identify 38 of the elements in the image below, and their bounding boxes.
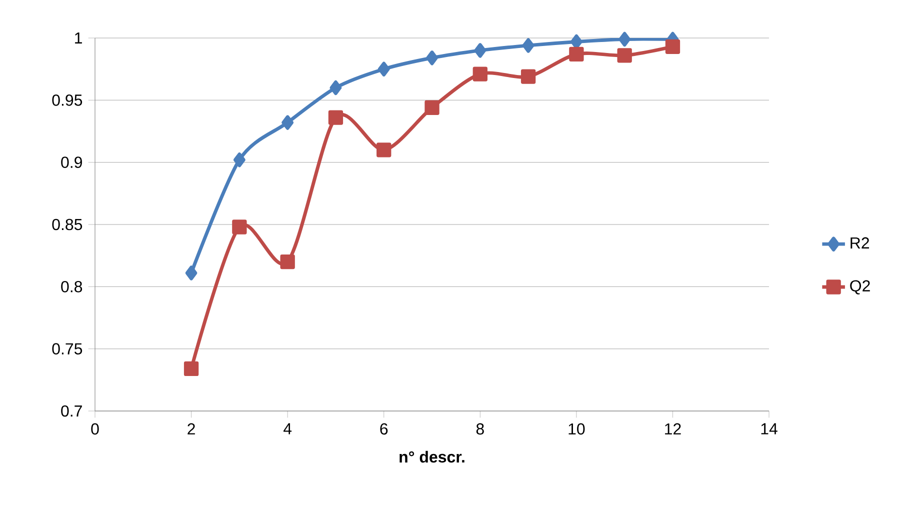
point	[330, 80, 342, 96]
point	[569, 46, 584, 62]
x-tick-label: 2	[188, 423, 195, 434]
point	[426, 50, 438, 66]
x-tick-label: 0	[91, 423, 99, 435]
x-tick-label: 14	[761, 423, 778, 434]
legend-label: R2	[850, 237, 869, 248]
point	[474, 43, 486, 58]
point	[184, 361, 199, 376]
point	[280, 254, 295, 270]
point	[376, 142, 392, 158]
y-tick-label: 0.95	[52, 94, 82, 106]
point	[185, 266, 198, 280]
point	[328, 110, 344, 125]
point	[378, 62, 390, 76]
x-tick-label: 10	[568, 423, 585, 435]
x-tick-label: 4	[284, 423, 292, 434]
x-tick-label: 6	[380, 423, 388, 435]
point	[282, 115, 294, 130]
point	[472, 66, 488, 82]
y-tick-label: 0.75	[52, 343, 82, 354]
x-tick-label: 12	[665, 423, 681, 434]
point	[424, 100, 440, 115]
y-tick-label: 0.8	[61, 281, 82, 292]
point	[232, 220, 247, 234]
point	[618, 32, 631, 47]
point	[522, 38, 534, 53]
x-tick-label: 8	[476, 423, 484, 435]
point	[520, 69, 536, 84]
point	[617, 48, 632, 63]
y-tick-label: 0.9	[61, 156, 82, 168]
y-tick-label: 0.85	[52, 218, 82, 230]
legend-label: Q2	[850, 280, 870, 294]
y-tick-label: 1	[75, 32, 82, 44]
y-tick-label: 0.7	[61, 405, 82, 417]
point	[665, 39, 680, 54]
x-axis-title: n° descr.	[400, 450, 464, 463]
point	[233, 152, 246, 168]
